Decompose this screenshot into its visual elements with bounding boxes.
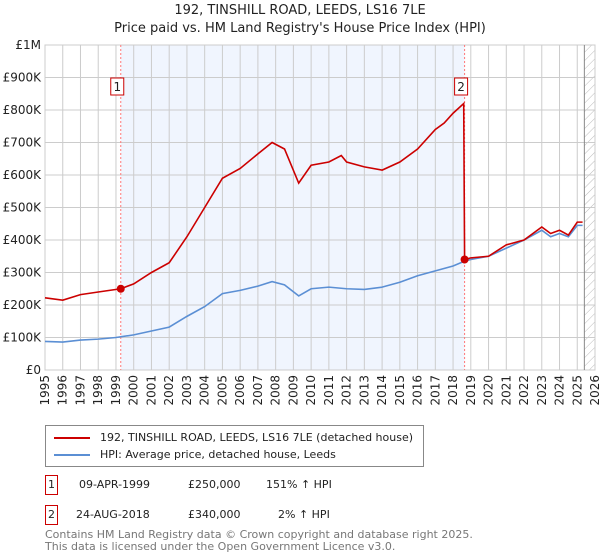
x-tick-label: 2019 [464, 375, 478, 406]
sale-label-box [110, 77, 125, 96]
x-tick-label: 2009 [286, 375, 300, 406]
sale-row-2: 2 24-AUG-2018 £340,000 2% ↑ HPI [45, 505, 465, 525]
x-tick-label: 2004 [198, 375, 212, 406]
sale-date: 09-APR-1999 [79, 478, 151, 491]
y-tick-label: £700K [3, 136, 43, 150]
chart-subtitle: Price paid vs. HM Land Registry's House … [114, 21, 486, 36]
x-tick-label: 2000 [127, 375, 141, 406]
y-tick-label: £600K [3, 168, 43, 182]
y-tick-label: £900K [3, 71, 43, 85]
x-tick-label: 2006 [233, 375, 247, 406]
x-tick-label: 2021 [499, 375, 513, 406]
x-tick-label: 2025 [570, 375, 584, 406]
sale-label: 1 [113, 80, 121, 94]
sale-date: 24-AUG-2018 [76, 508, 150, 521]
x-tick-label: 1995 [38, 375, 52, 406]
x-tick-label: 2014 [375, 375, 389, 406]
x-tick-label: 2007 [251, 375, 265, 406]
sale-label-box [454, 77, 469, 96]
legend-swatch-property [54, 436, 90, 439]
x-tick-label: 2003 [180, 375, 194, 406]
chart-title: 192, TINSHILL ROAD, LEEDS, LS16 7LE [174, 3, 426, 18]
x-tick-label: 2005 [215, 375, 229, 406]
sale-hpi: 151% ↑ HPI [266, 478, 332, 491]
sale-point [460, 255, 469, 264]
y-tick-label: £300K [3, 266, 43, 280]
y-tick-label: £200K [3, 298, 43, 312]
legend: 192, TINSHILL ROAD, LEEDS, LS16 7LE (det… [45, 425, 425, 467]
x-tick-label: 2002 [162, 375, 176, 406]
x-tick-label: 1996 [56, 375, 70, 406]
x-tick-label: 2016 [411, 375, 425, 406]
x-tick-label: 2022 [517, 375, 531, 406]
x-tick-label: 2024 [553, 375, 567, 406]
sale-row-1: 1 09-APR-1999 £250,000 151% ↑ HPI [45, 475, 465, 495]
y-tick-label: £1M [15, 38, 41, 52]
footer: Contains HM Land Registry data © Crown c… [45, 529, 473, 553]
x-tick-label: 2026 [588, 375, 600, 406]
x-tick-label: 2012 [340, 375, 354, 406]
y-tick-label: £500K [3, 201, 43, 215]
sale-point [116, 284, 125, 293]
legend-label-property: 192, TINSHILL ROAD, LEEDS, LS16 7LE (det… [100, 431, 414, 444]
x-tick-label: 2010 [304, 375, 318, 406]
y-tick-label: £0 [26, 363, 41, 377]
x-tick-label: 2023 [535, 375, 549, 406]
sale-price: £250,000 [188, 478, 241, 491]
x-tick-label: 2017 [428, 375, 442, 406]
sale-marker-badge: 1 [45, 475, 58, 495]
x-tick-label: 1997 [73, 375, 87, 406]
x-tick-label: 2001 [144, 375, 158, 406]
x-tick-label: 2015 [393, 375, 407, 406]
sale-marker-badge: 2 [45, 505, 58, 525]
sale-hpi: 2% ↑ HPI [278, 508, 330, 521]
x-tick-label: 1998 [91, 375, 105, 406]
x-tick-label: 2013 [357, 375, 371, 406]
y-tick-label: £400K [3, 233, 43, 247]
x-tick-label: 2008 [269, 375, 283, 406]
plot-area: 1995 1996 1997 1998 1999 2000 2001 2002 2003 2004… [3, 38, 600, 406]
plot-border [44, 44, 596, 371]
x-tick-label: 2018 [446, 375, 460, 406]
series-line-0 [44, 101, 583, 301]
legend-label-hpi: HPI: Average price, detached house, Leed… [100, 448, 336, 461]
y-tick-label: £800K [3, 103, 43, 117]
legend-swatch-hpi [54, 453, 90, 456]
sale-price: £340,000 [188, 508, 241, 521]
x-tick-label: 2020 [482, 375, 496, 406]
y-tick-label: £100K [3, 331, 43, 345]
footer-line-1: Contains HM Land Registry data © Crown c… [45, 528, 473, 541]
x-tick-label: 2011 [322, 375, 336, 406]
footer-line-2: This data is licensed under the Open Gov… [45, 540, 396, 553]
sale-label: 2 [457, 80, 465, 94]
x-tick-label: 1999 [109, 375, 123, 406]
